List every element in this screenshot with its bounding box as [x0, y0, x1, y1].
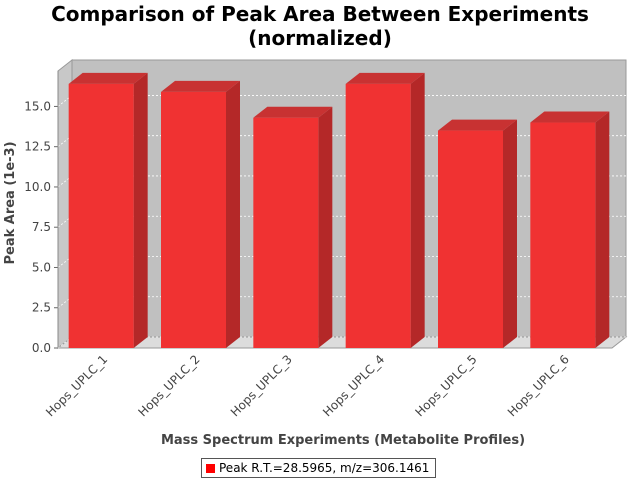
bar-side-1	[133, 72, 148, 348]
bar-side-4	[410, 72, 425, 348]
y-axis-label: Peak Area (1e-3)	[3, 141, 18, 264]
grid-line-depth	[57, 175, 73, 188]
bar-3	[253, 117, 319, 348]
y-tick-label: 0.0	[32, 341, 51, 355]
legend-swatch	[206, 463, 215, 473]
y-tick-label: 15.0	[24, 99, 51, 113]
bar-side-3	[318, 106, 333, 348]
bar-top-1	[68, 72, 148, 84]
y-tick-label: 7.5	[32, 220, 51, 234]
bar-1	[68, 83, 134, 348]
x-tick-label: Hops_UPLC_2	[135, 352, 202, 419]
bar-5	[438, 130, 503, 348]
legend-label: Peak R.T.=28.5965, m/z=306.1461	[219, 461, 430, 475]
bar-side-6	[595, 111, 610, 348]
x-tick-label: Hops_UPLC_5	[412, 352, 479, 419]
bar-4	[345, 83, 411, 348]
x-tick-label: Hops_UPLC_3	[228, 352, 295, 419]
grid-line-depth	[57, 215, 73, 228]
x-tick-label: Hops_UPLC_4	[320, 352, 387, 419]
bar-top-4	[345, 72, 425, 84]
x-axis-label: Mass Spectrum Experiments (Metabolite Pr…	[161, 433, 525, 448]
legend: Peak R.T.=28.5965, m/z=306.1461	[201, 458, 437, 478]
y-tick-label: 10.0	[24, 180, 51, 194]
y-tick-label: 5.0	[32, 260, 51, 274]
grid-line-depth	[57, 296, 73, 309]
y-tick-label: 12.5	[24, 140, 51, 154]
chart-title: Comparison of Peak Area Between Experime…	[0, 2, 640, 50]
grid-line-depth	[57, 95, 73, 107]
grid-line-depth	[57, 135, 73, 148]
bar-side-2	[226, 80, 240, 349]
bar-top-3	[253, 106, 333, 118]
grid-line-depth	[57, 336, 73, 349]
bar-2	[161, 91, 226, 349]
bar-top-5	[438, 119, 517, 131]
bar-top-2	[161, 80, 240, 92]
x-tick-label: Hops_UPLC_1	[43, 352, 110, 419]
bar-6	[530, 122, 596, 348]
chart-title-line-1: Comparison of Peak Area Between Experime…	[51, 2, 589, 26]
x-tick-label: Hops_UPLC_6	[505, 352, 572, 419]
chart-title-line-2: (normalized)	[248, 26, 392, 50]
y-tick-label: 2.5	[32, 301, 51, 315]
bar-top-6	[530, 111, 610, 123]
bar-side-5	[503, 119, 517, 348]
grid-line-depth	[57, 256, 73, 268]
